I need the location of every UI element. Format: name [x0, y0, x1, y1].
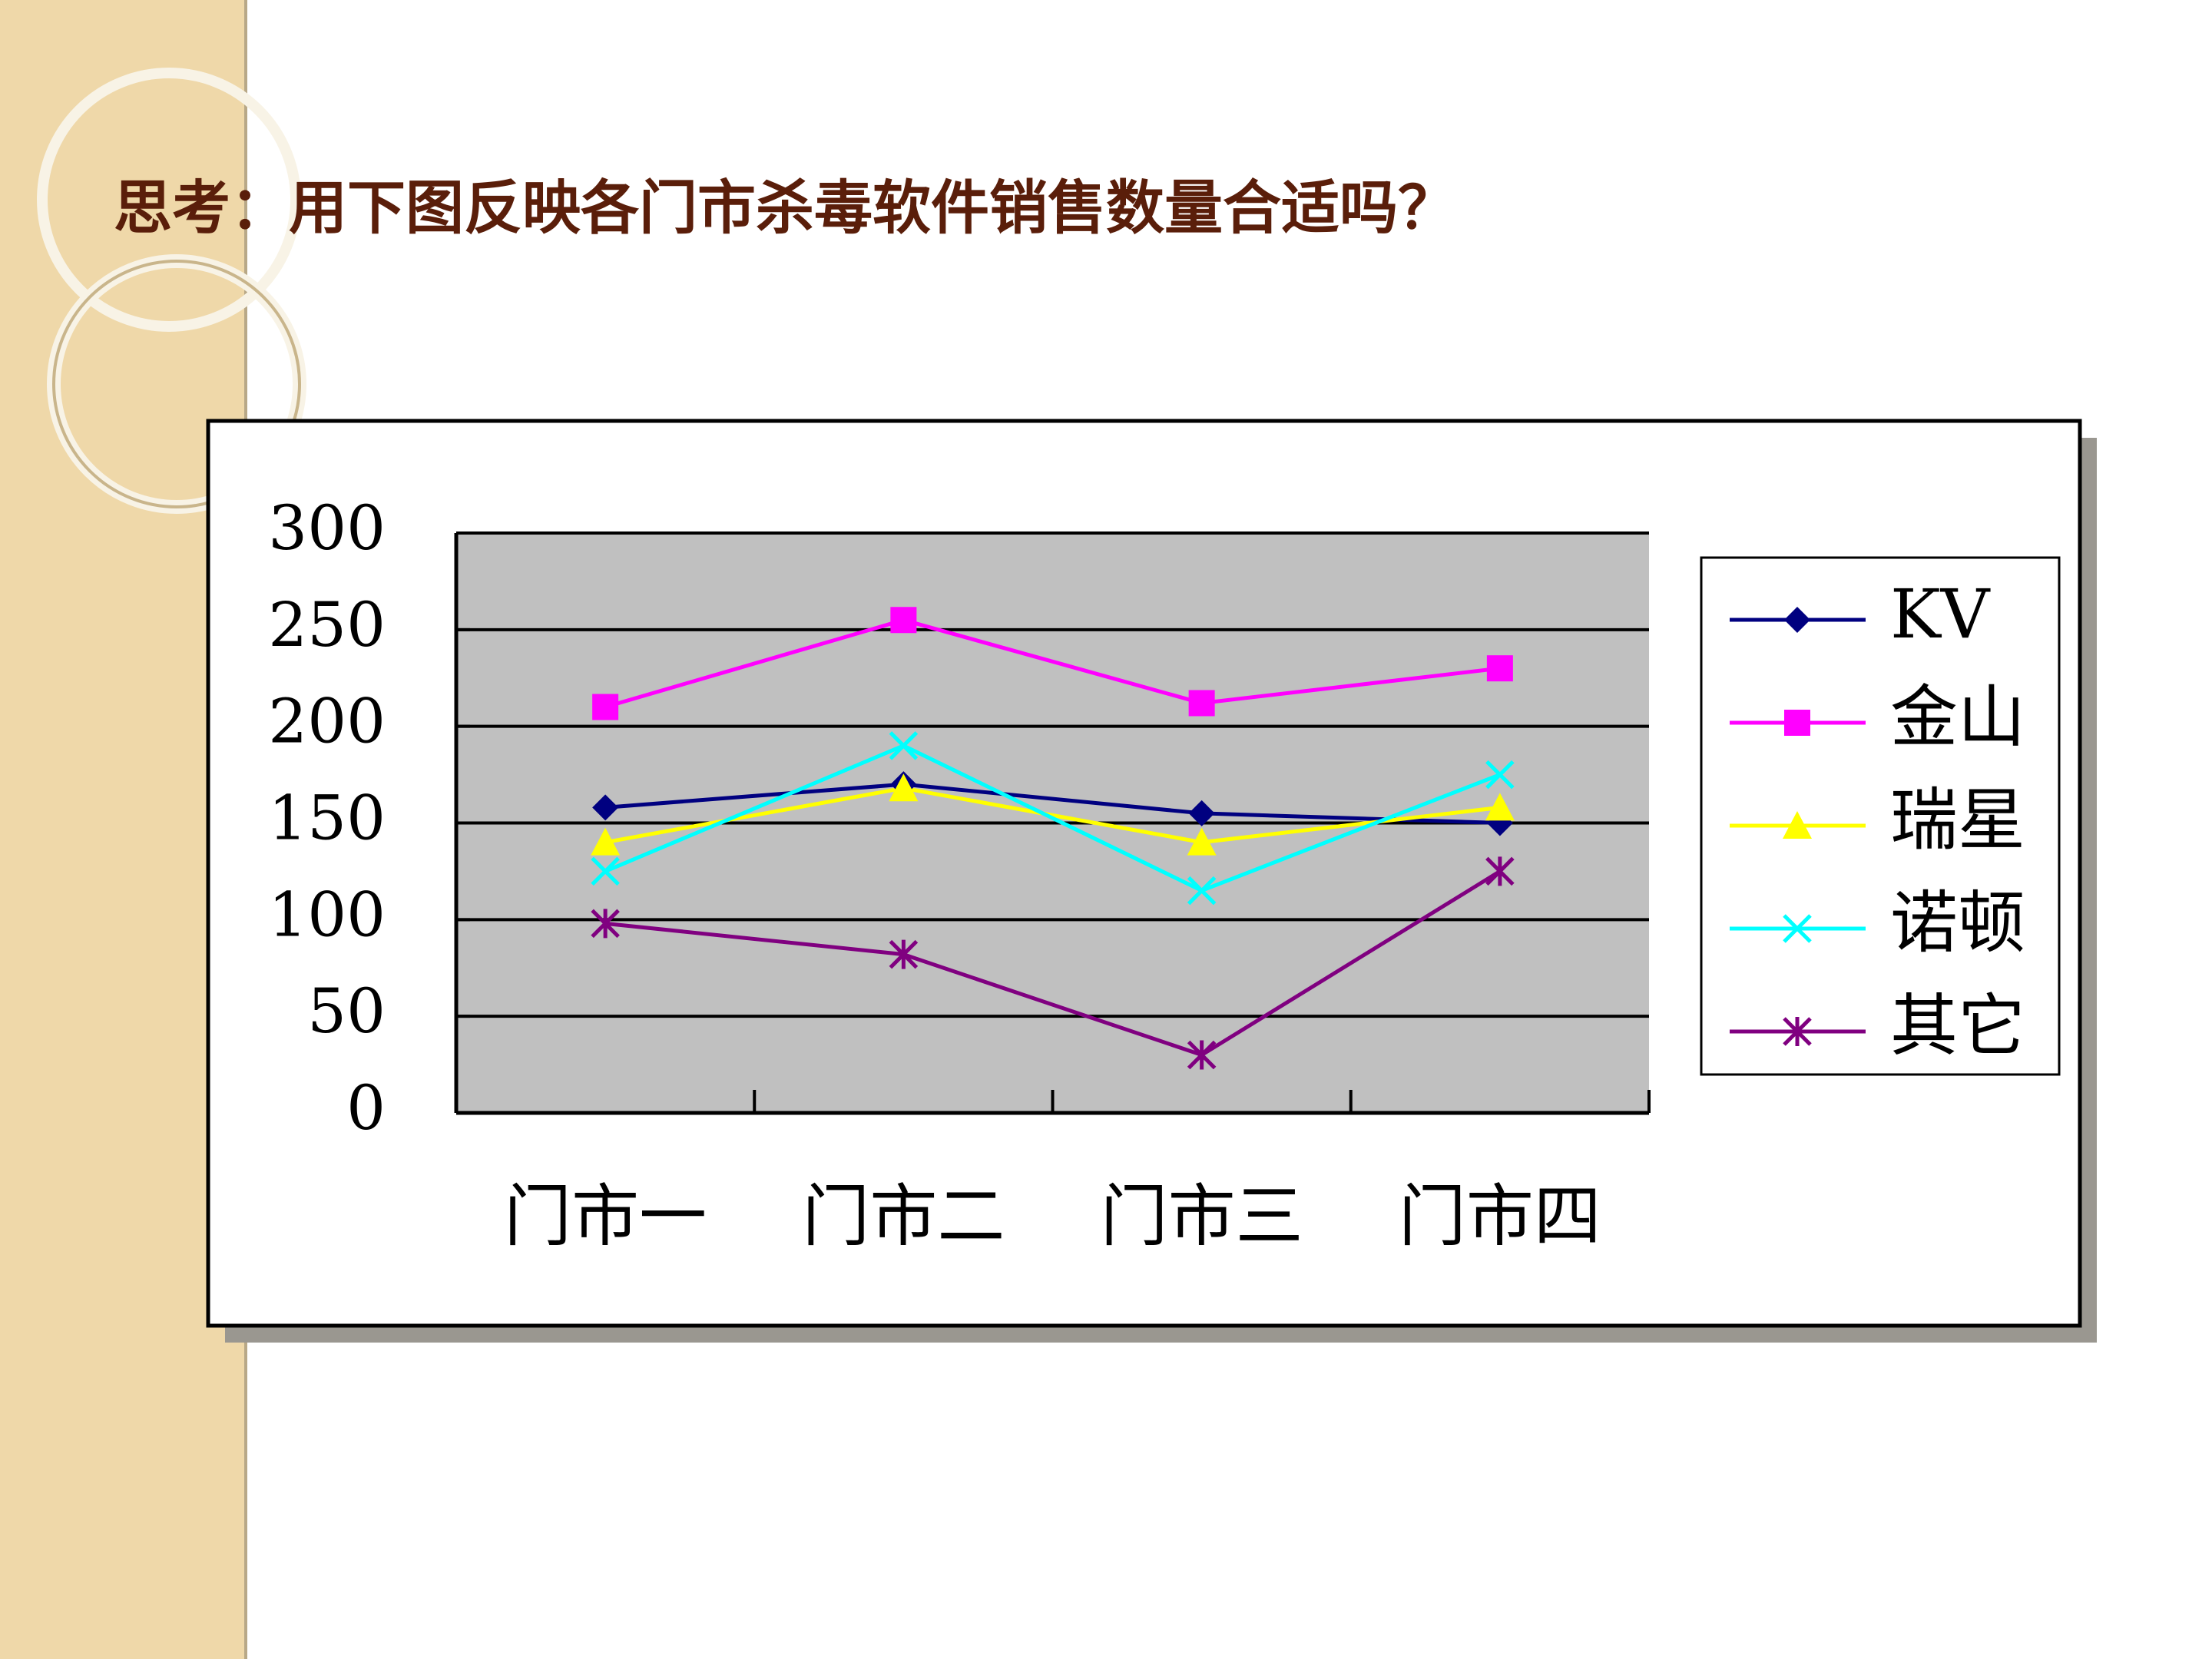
legend-label: 诺顿 [1890, 883, 2025, 962]
data-point [890, 607, 917, 634]
legend-marker [1784, 710, 1810, 736]
series-line [604, 618, 1501, 709]
data-point [591, 856, 620, 886]
series-line [604, 869, 1502, 1058]
series-line [604, 782, 1500, 825]
data-point [889, 773, 919, 802]
data-point [1187, 827, 1217, 856]
y-tick-label: 250 [268, 589, 386, 661]
data-point [1485, 793, 1515, 821]
legend [1700, 556, 2061, 1076]
legend-marker [1783, 811, 1812, 839]
legend-label: KV [1890, 575, 1991, 654]
data-point [591, 827, 621, 856]
slide-title: 思考：用下图反映各门市杀毒软件销售数量合适吗？ [114, 174, 1456, 242]
data-point [889, 731, 919, 760]
y-tick-label: 0 [346, 1072, 386, 1144]
data-point [1188, 690, 1215, 717]
data-point [1187, 1040, 1217, 1070]
legend-label: 瑞星 [1890, 780, 2025, 859]
data-point [1486, 655, 1513, 682]
data-point [1187, 876, 1217, 906]
legend-marker [1784, 607, 1810, 633]
data-point [592, 794, 619, 821]
data-point [1485, 856, 1515, 886]
y-tick-label: 300 [268, 492, 386, 564]
y-tick-label: 200 [268, 686, 386, 757]
deco-ring-shade [52, 260, 301, 508]
data-point [592, 694, 619, 720]
x-tick-label: 门市一 [504, 1177, 707, 1256]
data-point [1188, 800, 1215, 826]
legend-marker [1783, 1017, 1812, 1046]
y-tick-label: 50 [307, 975, 386, 1047]
y-tick-label: 100 [268, 879, 386, 950]
legend-label: 金山 [1890, 677, 2025, 757]
data-point [1485, 760, 1515, 790]
x-tick-label: 门市二 [802, 1177, 1005, 1256]
legend-label: 其它 [1890, 986, 2025, 1065]
x-tick-label: 门市三 [1101, 1177, 1303, 1256]
series-line [604, 786, 1501, 845]
deco-ring [37, 68, 301, 332]
grid [456, 531, 1649, 1114]
x-tick-label: 门市四 [1399, 1177, 1601, 1256]
data-point [591, 909, 620, 939]
series-line [604, 743, 1501, 893]
data-point [889, 939, 919, 969]
y-tick-label: 150 [268, 783, 386, 854]
legend-marker [1783, 914, 1812, 943]
